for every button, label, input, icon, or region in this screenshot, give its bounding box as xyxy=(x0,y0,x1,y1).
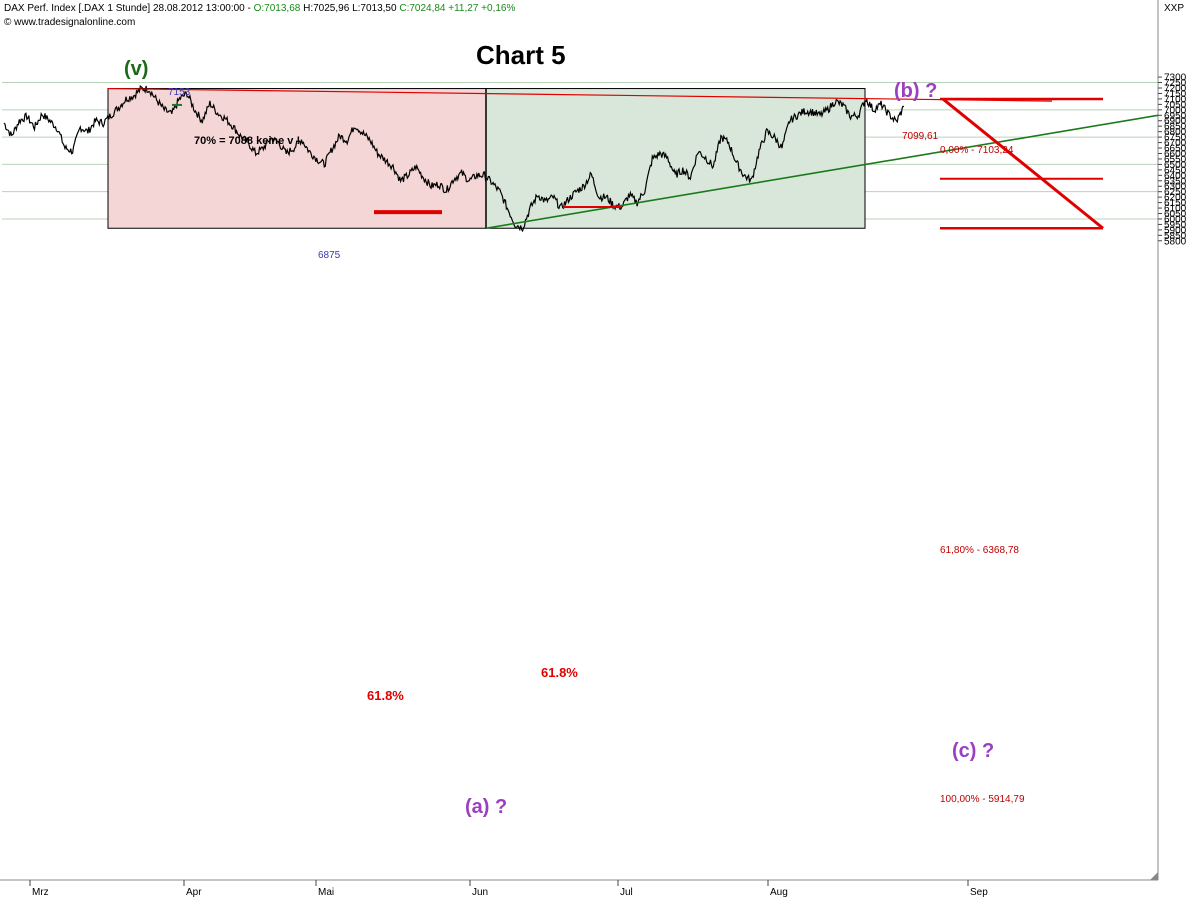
x-tick-label: Aug xyxy=(770,887,788,898)
x-tick-label: Mai xyxy=(318,887,334,898)
low-value: L:7013,50 xyxy=(352,3,397,14)
y-tick-label: 6950 xyxy=(1164,111,1187,122)
corner-arrow xyxy=(1150,872,1158,880)
y-tick-label: 6800 xyxy=(1164,127,1187,138)
y-tick-label: 6650 xyxy=(1164,144,1187,155)
low-6875-label: 6875 xyxy=(318,250,341,261)
y-tick-label: 6750 xyxy=(1164,133,1187,144)
y-tick-label: 7250 xyxy=(1164,78,1187,89)
note-70-label: 70% = 7088 keine v ! xyxy=(194,135,301,147)
wave-b-label: (b) ? xyxy=(894,80,938,102)
header-line: DAX Perf. Index [.DAX 1 Stunde] 28.08.20… xyxy=(4,3,516,14)
x-tick-label: Mrz xyxy=(32,887,49,898)
y-tick-label: 6850 xyxy=(1164,122,1187,133)
green-trendline xyxy=(485,114,1159,230)
symbol-tag: XXP xyxy=(1164,3,1185,14)
chart-title: Chart 5 xyxy=(476,40,566,70)
y-tick-label: 7100 xyxy=(1164,94,1187,105)
open-value: O:7013,68 xyxy=(253,3,301,14)
high-7153-label: 7153 xyxy=(168,87,191,98)
y-tick-label: 6600 xyxy=(1164,149,1187,160)
fib-618-label: 61,80% - 6368,78 xyxy=(940,545,1019,556)
y-tick-label: 5800 xyxy=(1164,236,1187,247)
y-tick-label: 6000 xyxy=(1164,214,1187,225)
y-tick-label: 5950 xyxy=(1164,220,1187,231)
fib-mid-label: 61.8% xyxy=(541,665,578,680)
x-tick-label: Sep xyxy=(970,887,988,898)
y-tick-label: 6500 xyxy=(1164,160,1187,171)
y-tick-label: 6450 xyxy=(1164,165,1187,176)
y-tick-label: 6900 xyxy=(1164,116,1187,127)
close-value: C:7024,84 +11,27 +0,16% xyxy=(399,3,516,14)
y-tick-label: 5900 xyxy=(1164,225,1187,236)
y-tick-label: 6150 xyxy=(1164,198,1187,209)
fib-projection-line xyxy=(942,97,1104,230)
price-line xyxy=(3,84,905,233)
y-tick-label: 7300 xyxy=(1164,73,1187,84)
y-tick-label: 6400 xyxy=(1164,171,1187,182)
y-tick-label: 6550 xyxy=(1164,154,1187,165)
fib-100-label: 100,00% - 5914,79 xyxy=(940,794,1025,805)
x-tick-label: Jun xyxy=(472,887,488,898)
y-tick-label: 6100 xyxy=(1164,204,1187,215)
y-tick-label: 7200 xyxy=(1164,84,1187,95)
red-trendline xyxy=(107,87,1053,102)
wave-c-label: (c) ? xyxy=(952,740,995,762)
copyright-label: © www.tradesignalonline.com xyxy=(4,17,136,28)
y-tick-label: 6300 xyxy=(1164,182,1187,193)
y-tick-label: 7150 xyxy=(1164,89,1187,100)
y-tick-label: 7050 xyxy=(1164,100,1187,111)
fib-0-label: 0,00% - 7103,24 xyxy=(940,145,1014,156)
y-tick-label: 6350 xyxy=(1164,176,1187,187)
wave-a-label: (a) ? xyxy=(465,796,508,818)
x-tick-label: Apr xyxy=(186,887,202,898)
x-tick-label: Jul xyxy=(620,887,633,898)
y-tick-label: 6200 xyxy=(1164,193,1187,204)
y-tick-label: 6250 xyxy=(1164,187,1187,198)
y-tick-label: 7000 xyxy=(1164,105,1187,116)
y-tick-label: 6050 xyxy=(1164,209,1187,220)
trend-value-label: 7099,61 xyxy=(902,131,939,142)
wave-v-label: (v) xyxy=(124,58,149,80)
green-zone-box xyxy=(485,88,866,229)
y-tick-label: 6700 xyxy=(1164,138,1187,149)
instrument-label: DAX Perf. Index [.DAX 1 Stunde] xyxy=(4,3,151,14)
high-value: H:7025,96 xyxy=(303,3,350,14)
y-tick-label: 5850 xyxy=(1164,231,1187,242)
datetime-label: 28.08.2012 13:00:00 xyxy=(152,3,245,14)
fib-left-label: 61.8% xyxy=(367,688,404,703)
